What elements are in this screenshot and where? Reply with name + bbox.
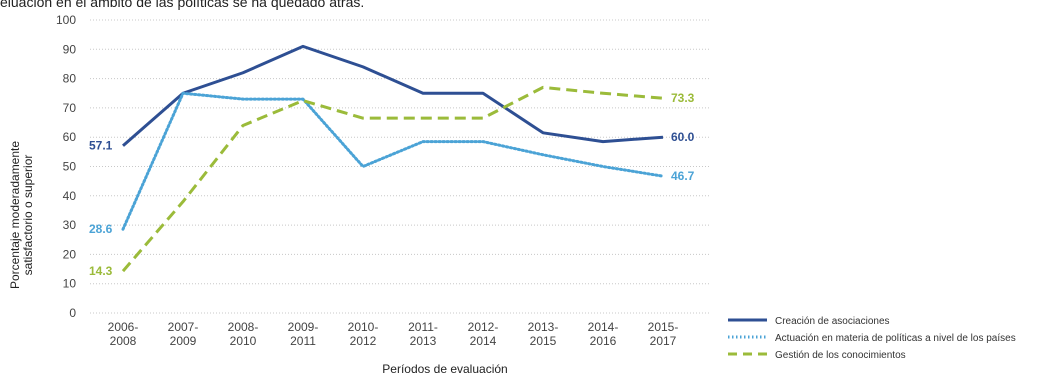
x-tick-label: 2013 bbox=[410, 334, 437, 348]
y-tick-label: 0 bbox=[69, 306, 76, 320]
intro-text: eluación en el ámbito de las políticas s… bbox=[0, 0, 365, 10]
x-tick-label: 2014 bbox=[470, 334, 497, 348]
x-tick-label: 2008- bbox=[228, 320, 259, 334]
data-label: 28.6 bbox=[89, 222, 113, 236]
x-tick-label: 2007- bbox=[168, 320, 199, 334]
x-tick-label: 2009- bbox=[288, 320, 319, 334]
y-tick-label: 70 bbox=[63, 101, 77, 115]
x-tick-label: 2008 bbox=[110, 334, 137, 348]
x-tick-label: 2012 bbox=[350, 334, 377, 348]
y-tick-label: 90 bbox=[63, 42, 77, 56]
x-tick-label: 2011- bbox=[408, 320, 438, 334]
legend-label: Gestión de los conocimientos bbox=[775, 350, 906, 361]
x-tick-label: 2015 bbox=[530, 334, 557, 348]
y-tick-label: 60 bbox=[63, 130, 77, 144]
x-tick-label: 2017 bbox=[650, 334, 677, 348]
legend: Creación de asociaciones Actuación en mat… bbox=[728, 316, 1016, 361]
x-tick-label: 2016 bbox=[590, 334, 617, 348]
data-label: 14.3 bbox=[89, 264, 113, 278]
series-lines bbox=[121, 44, 665, 273]
x-tick-label: 2013- bbox=[528, 320, 559, 334]
data-label: 46.7 bbox=[671, 169, 695, 183]
y-axis-title: Porcentaje moderadamente satisfactorio o … bbox=[8, 141, 35, 289]
legend-label: Creación de asociaciones bbox=[775, 316, 890, 327]
y-axis-title-line: Porcentaje moderadamente bbox=[8, 141, 22, 289]
legend-label: Actuación en materia de políticas a nive… bbox=[775, 333, 1016, 344]
y-tick-labels: 0 10 20 30 40 50 60 70 80 90 100 bbox=[56, 13, 76, 320]
series-line bbox=[121, 91, 665, 231]
data-label: 60.0 bbox=[671, 130, 695, 144]
y-axis-title-line: satisfactorio o superior bbox=[21, 155, 35, 276]
series-line bbox=[121, 85, 664, 273]
x-tick-label: 2010 bbox=[230, 334, 257, 348]
x-axis-title: Períodos de evaluación bbox=[382, 362, 507, 376]
x-tick-label: 2015- bbox=[648, 320, 679, 334]
x-tick-label: 2011 bbox=[290, 334, 316, 348]
x-tick-label: 2006- bbox=[108, 320, 139, 334]
data-label: 57.1 bbox=[89, 139, 113, 153]
y-tick-label: 30 bbox=[63, 218, 77, 232]
y-tick-label: 40 bbox=[63, 189, 77, 203]
x-tick-label: 2010- bbox=[348, 320, 379, 334]
y-tick-label: 50 bbox=[63, 160, 77, 174]
data-labels: 57.1 60.0 28.6 46.7 14.3 73.3 bbox=[89, 91, 695, 278]
data-label: 73.3 bbox=[671, 91, 695, 105]
x-tick-label: 2014- bbox=[588, 320, 619, 334]
x-tick-label: 2012- bbox=[468, 320, 499, 334]
y-tick-label: 80 bbox=[63, 72, 77, 86]
y-tick-label: 100 bbox=[56, 13, 76, 27]
series-line bbox=[122, 44, 664, 147]
x-tick-labels: 2006-2008 2007-2009 2008-2010 2009-2011 2010… bbox=[108, 320, 679, 348]
y-tick-label: 10 bbox=[63, 277, 77, 291]
grid-lines bbox=[90, 19, 710, 314]
x-tick-label: 2009 bbox=[170, 334, 197, 348]
y-tick-label: 20 bbox=[63, 247, 77, 261]
